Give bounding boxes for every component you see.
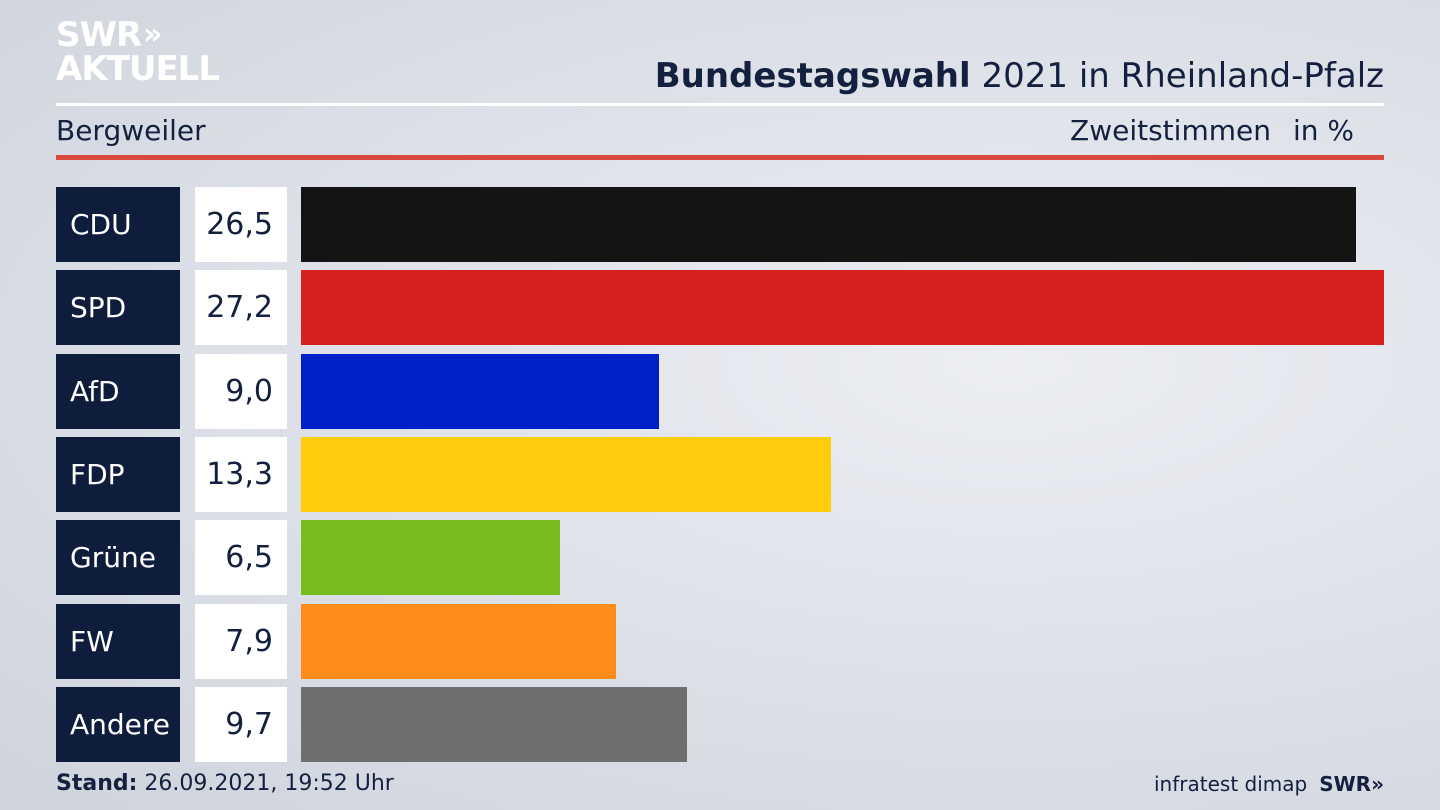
bar-afd [301, 353, 659, 429]
measure-text: Zweitstimmen [1070, 114, 1271, 147]
title-rest: 2021 in Rheinland-Pfalz [981, 56, 1384, 96]
bar-andere [301, 686, 687, 762]
title-bold: Bundestagswahl [654, 56, 971, 96]
value-label: 27,2 [195, 270, 287, 346]
bar-cdu [301, 187, 1356, 262]
bar-grüne [301, 520, 560, 596]
party-label: CDU [56, 187, 180, 262]
brand-text: SWR [1319, 772, 1372, 796]
accent-divider [56, 155, 1384, 160]
party-label: Grüne [56, 520, 180, 596]
location-label: Bergweiler [56, 114, 206, 147]
swr-aktuell-logo: SWR» AKTUELL [56, 15, 220, 89]
value-label: 13,3 [195, 436, 287, 512]
bar-row: SPD 27,2 [56, 270, 1384, 346]
page-title: Bundestagswahl 2021 in Rheinland-Pfalz [655, 56, 1384, 96]
unit-text: in % [1292, 114, 1354, 147]
value-label: 26,5 [195, 187, 287, 262]
bar-row: Andere 9,7 [56, 686, 1384, 762]
brand-logo: SWR» [1319, 772, 1384, 796]
measure-label: Zweitstimmen in % [1070, 114, 1354, 147]
party-label: AfD [56, 353, 180, 429]
bar-spd [301, 270, 1384, 346]
value-label: 7,9 [195, 603, 287, 679]
timestamp: Stand: 26.09.2021, 19:52 Uhr [56, 771, 394, 796]
bar-fdp [301, 436, 831, 512]
party-label: Andere [56, 686, 180, 762]
stand-label: Stand: [56, 771, 138, 796]
bar-fw [301, 603, 616, 679]
party-label: FDP [56, 436, 180, 512]
bar-row: AfD 9,0 [56, 353, 1384, 429]
bar-row: CDU 26,5 [56, 187, 1384, 262]
source-credit: infratest dimap SWR» [1154, 772, 1384, 796]
bar-row: FDP 13,3 [56, 436, 1384, 512]
bar-row: FW 7,9 [56, 603, 1384, 679]
stand-value: 26.09.2021, 19:52 Uhr [144, 771, 394, 796]
brand-chevron-icon: » [1371, 772, 1384, 796]
value-label: 9,0 [195, 353, 287, 429]
bar-row: Grüne 6,5 [56, 520, 1384, 596]
logo-line1: SWR [56, 15, 142, 55]
party-label: FW [56, 603, 180, 679]
logo-chevron-icon: » [143, 17, 163, 52]
header-divider [56, 103, 1384, 106]
value-label: 6,5 [195, 520, 287, 596]
source-text: infratest dimap [1154, 772, 1308, 796]
party-label: SPD [56, 270, 180, 346]
value-label: 9,7 [195, 686, 287, 762]
logo-line2: AKTUELL [56, 49, 220, 89]
